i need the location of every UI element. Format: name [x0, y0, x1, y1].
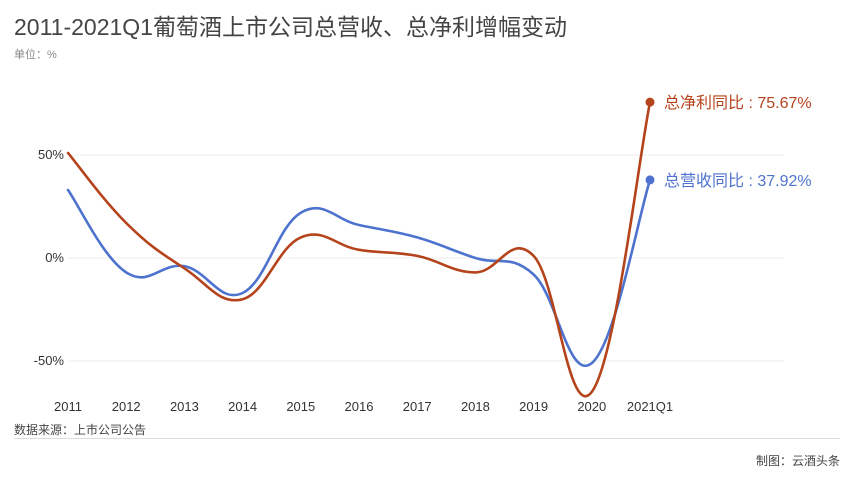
y-tick-label: 50%: [38, 147, 64, 162]
chart-credit: 制图：云酒头条: [755, 454, 840, 468]
x-tick-label: 2016: [345, 399, 374, 414]
series-end-point-0: [645, 175, 655, 185]
x-tick-label: 2013: [170, 399, 199, 414]
series-line-1: [66, 100, 652, 398]
x-tick-label: 2015: [286, 399, 315, 414]
unit-label: 单位：%: [14, 49, 57, 61]
series-layer: [66, 97, 655, 398]
x-tick-label: 2021Q1: [627, 399, 673, 414]
x-tick-label: 2020: [577, 399, 606, 414]
y-tick-label: -50%: [34, 353, 65, 368]
series-line-0: [66, 178, 652, 367]
x-tick-label: 2012: [112, 399, 141, 414]
x-tick-label: 2011: [54, 399, 82, 414]
x-tick-label: 2019: [519, 399, 548, 414]
series-end-point-1: [645, 97, 655, 107]
series-end-label-0: 总营收同比 : 37.92%: [664, 172, 812, 190]
x-tick-labels: 2011 2012 2013 2014 2015 2016 2017 2018 2019 2020…: [54, 399, 673, 414]
series-end-label-1: 总净利同比 : 75.67%: [664, 94, 812, 112]
line-chart: 50%0%-50% 2011 2012 2013 2014 2015 2016 2017 20…: [34, 94, 812, 414]
y-tick-labels: 50% 0% -50%: [34, 147, 65, 368]
data-source: 数据来源：上市公司公告: [14, 423, 147, 437]
x-tick-label: 2018: [461, 399, 490, 414]
chart-title: 2011-2021Q1葡萄酒上市公司总营收、总净利增幅变动: [14, 14, 567, 40]
x-tick-label: 2017: [403, 399, 432, 414]
divider: [14, 438, 840, 439]
end-labels: 总营收同比 : 37.92% 总净利同比 : 75.67%: [664, 94, 812, 190]
y-tick-label: 0%: [45, 250, 64, 265]
x-tick-label: 2014: [228, 399, 257, 414]
